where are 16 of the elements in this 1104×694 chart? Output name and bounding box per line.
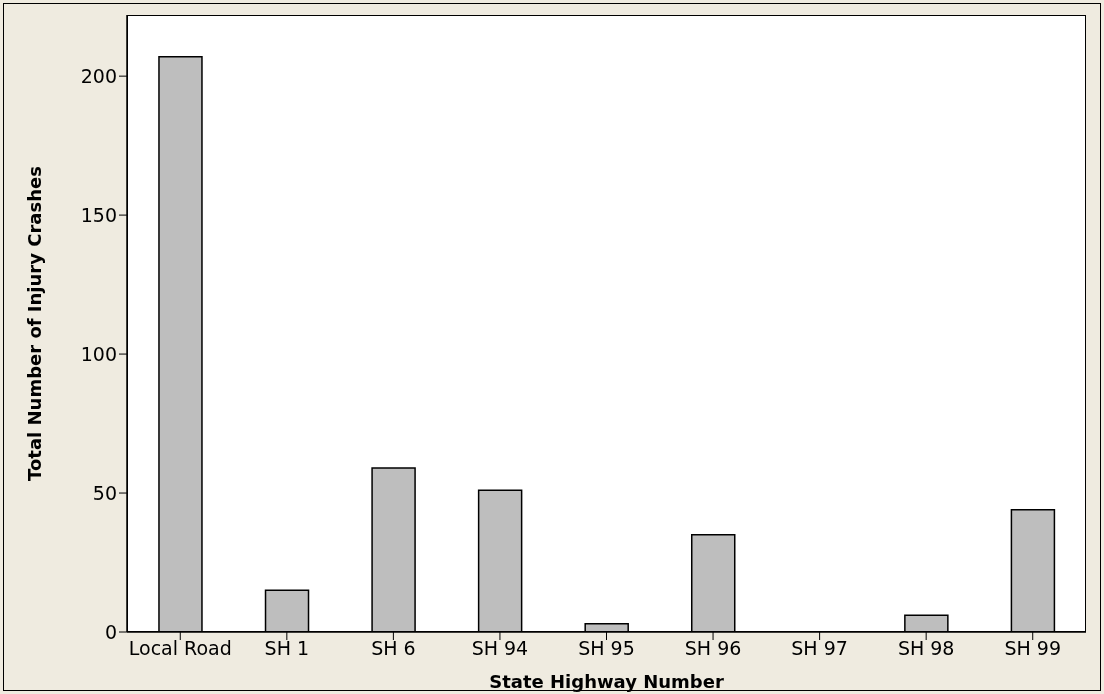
x-tick-label: SH 98 [897,637,955,660]
x-tick-label: SH 97 [791,637,848,660]
x-axis-title: State Highway Number [489,671,724,692]
y-tick-label: 150 [80,203,117,226]
x-tick-label: SH 94 [471,637,529,660]
x-tick-label: SH 1 [264,637,310,660]
y-tick-label: 0 [104,620,117,643]
y-tick-label: 200 [80,64,117,87]
x-tick-label: SH 6 [371,637,416,660]
x-tick-label: SH 95 [578,637,635,660]
y-axis-title: Total Number of Injury Crashes [24,166,46,481]
x-tick-label: Local Road [128,637,232,660]
y-tick-label: 50 [92,481,117,504]
x-tick-label: SH 99 [1004,637,1062,660]
x-tick-label: SH 96 [684,637,742,660]
y-tick-label: 100 [80,342,117,365]
